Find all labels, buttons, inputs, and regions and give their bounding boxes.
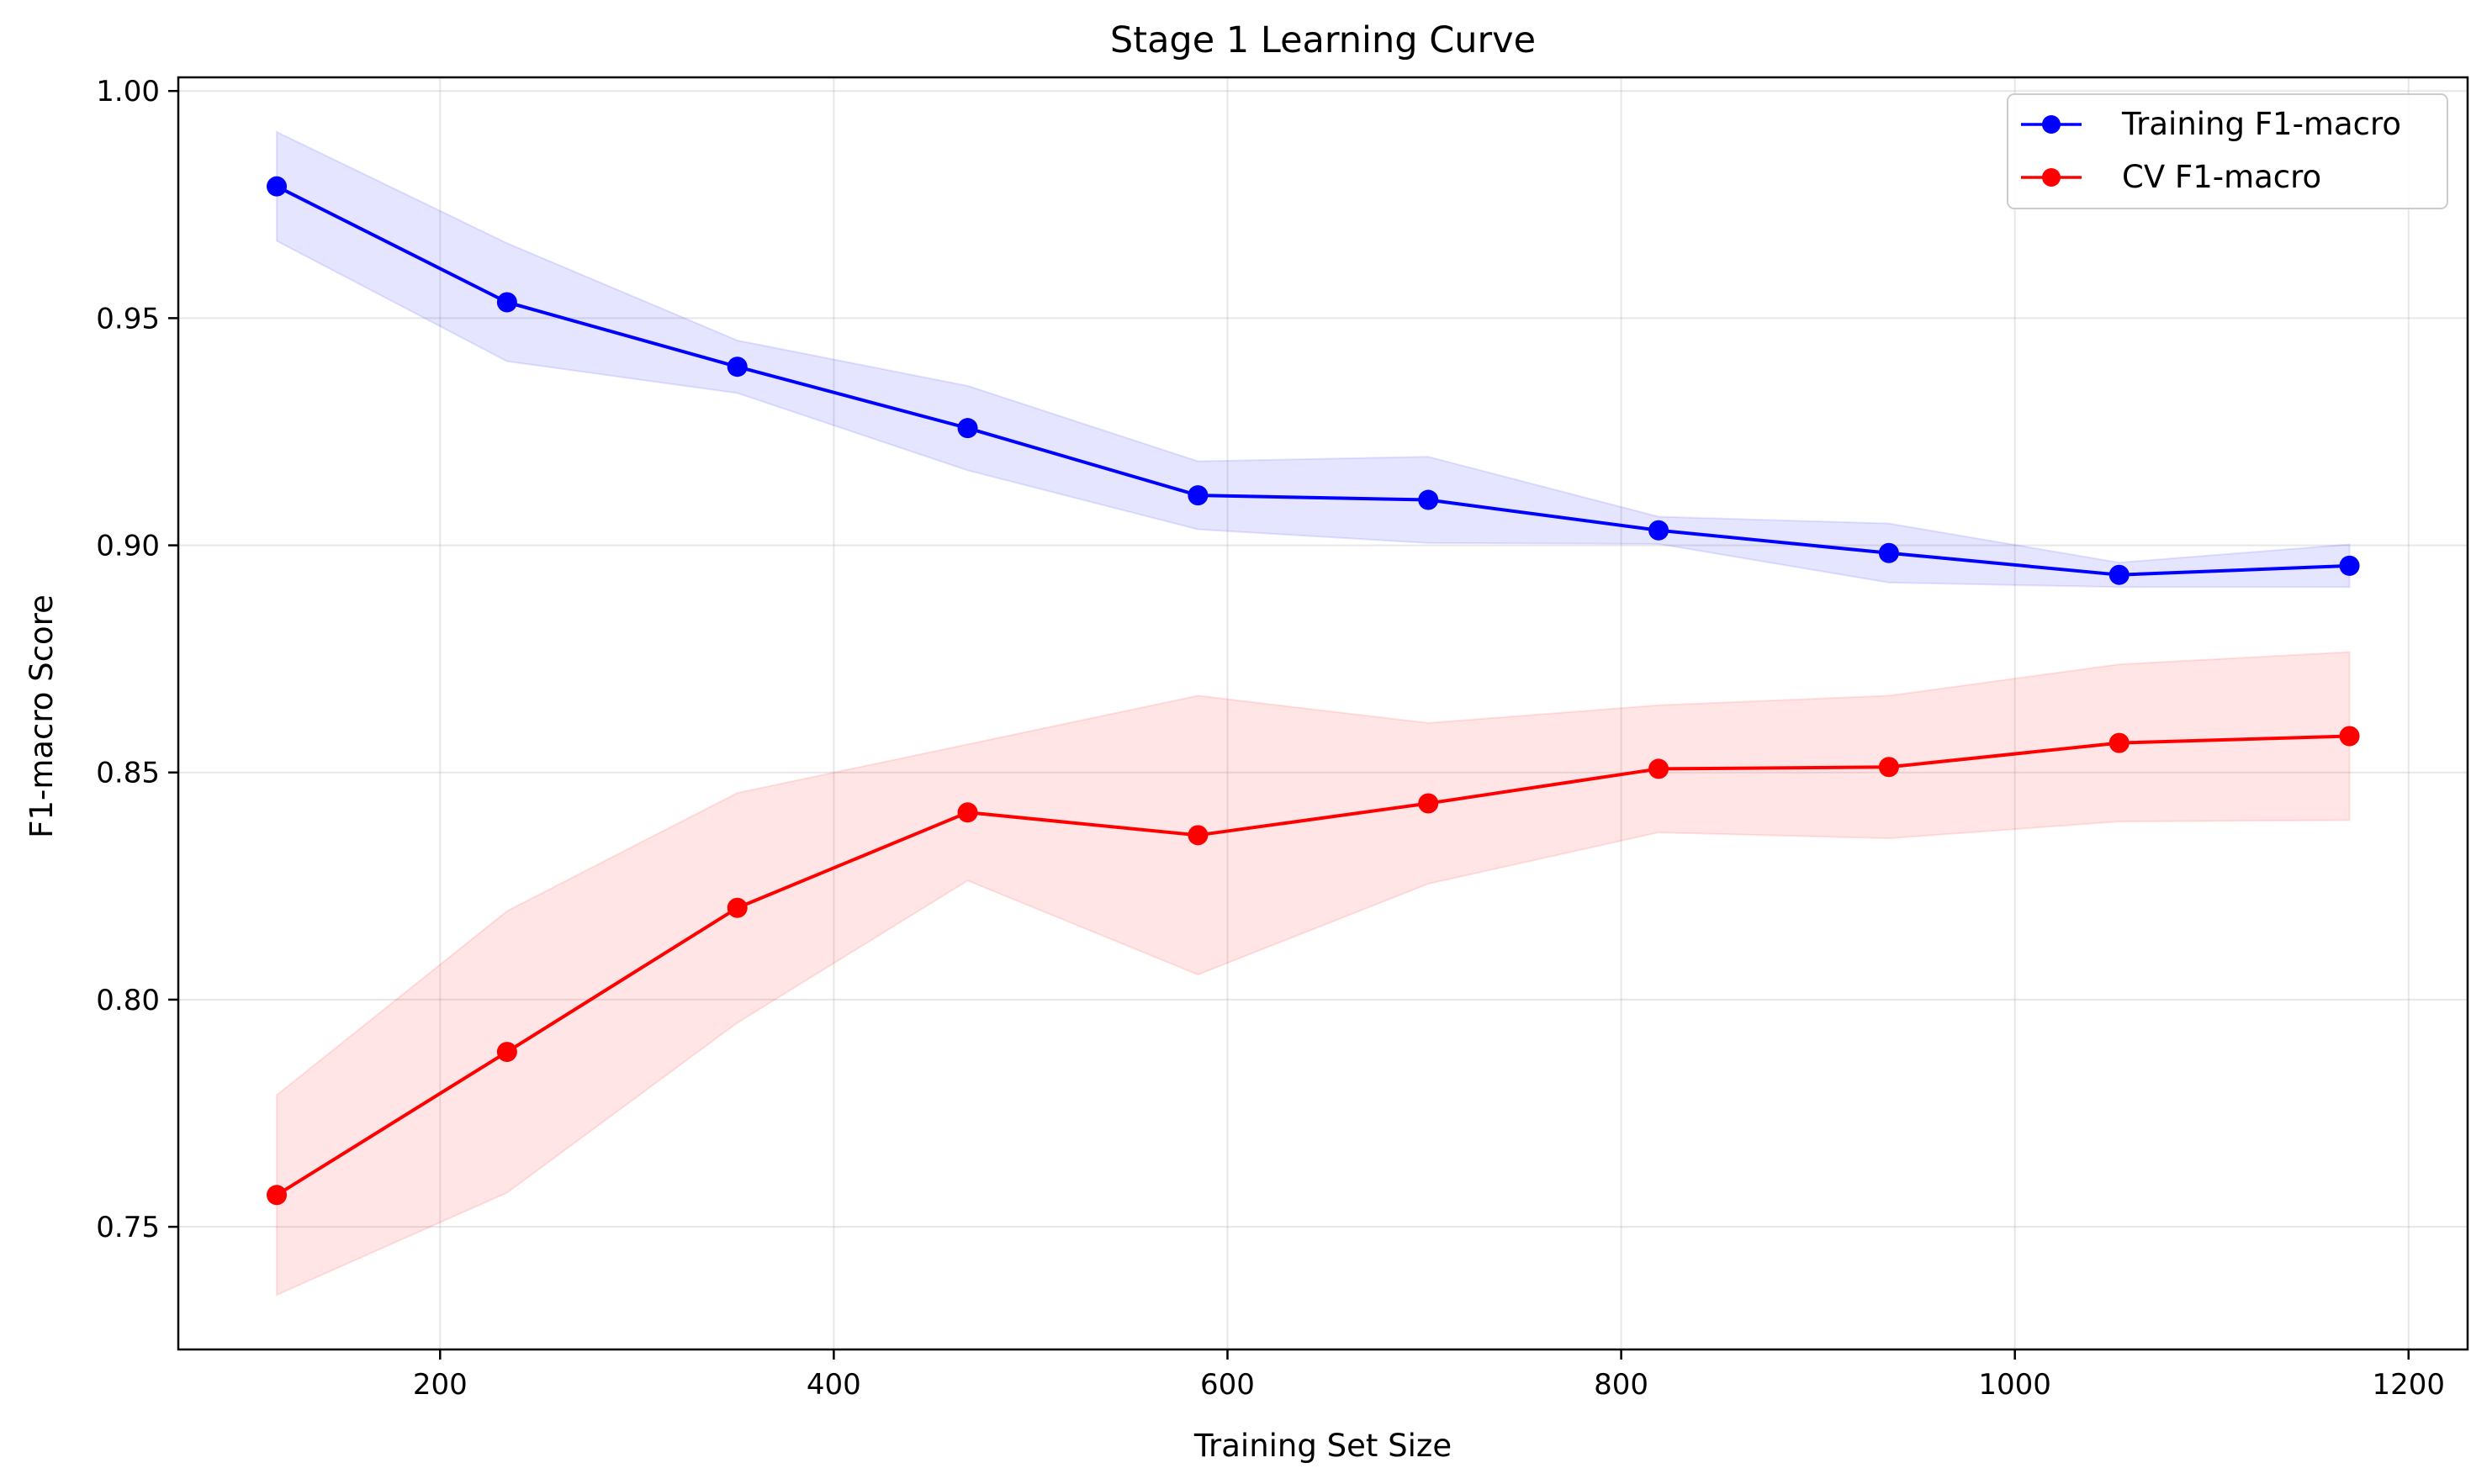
y-tick-label: 0.80: [96, 984, 160, 1017]
cv-series-line: [275, 734, 2350, 1196]
legend-swatch-cv-marker: [2042, 168, 2061, 187]
training-data-point: [496, 292, 517, 313]
cv-data-point: [1418, 793, 1439, 814]
x-tick-label: 1200: [2373, 1368, 2446, 1402]
y-axis-title: F1-macro Score: [24, 594, 60, 838]
legend-label-cv: CV F1-macro: [2122, 159, 2321, 195]
y-tick-label: 1.00: [96, 75, 160, 108]
cv-data-point: [1878, 757, 1899, 778]
grid-lines: [178, 77, 2468, 1349]
legend-entry-training: Training F1-macro: [2021, 106, 2401, 142]
legend: Training F1-macro CV F1-macro: [2007, 93, 2448, 209]
training-data-point: [1878, 542, 1899, 563]
y-tick-label: 0.75: [96, 1211, 160, 1244]
y-tick-label: 0.85: [96, 757, 160, 790]
cv-data-point: [2339, 726, 2360, 747]
legend-swatch-training-marker: [2042, 115, 2061, 134]
training-data-point: [957, 418, 978, 439]
training-data-point: [1188, 485, 1209, 506]
cv-std-band: [276, 651, 2351, 1297]
cv-data-point: [727, 897, 748, 918]
training-data-point: [2108, 564, 2130, 585]
training-data-point: [1648, 520, 1669, 541]
cv-data-point: [1648, 758, 1669, 779]
plot-frame: [177, 76, 2469, 1351]
cv-data-point: [267, 1185, 288, 1206]
x-tick-label: 800: [1594, 1368, 1648, 1402]
chart-title: Stage 1 Learning Curve: [1110, 19, 1536, 61]
y-tick-label: 0.95: [96, 302, 160, 335]
y-tick-label: 0.90: [96, 530, 160, 563]
legend-box: [2007, 93, 2448, 209]
x-tick-label: 1000: [1978, 1368, 2051, 1402]
series-points: [267, 176, 2360, 1206]
legend-label-training: Training F1-macro: [2121, 106, 2401, 142]
x-tick-label: 600: [1200, 1368, 1255, 1402]
training-data-point: [1418, 489, 1439, 510]
training-data-point: [727, 356, 748, 378]
training-data-point: [267, 176, 288, 197]
cv-data-point: [2108, 732, 2130, 753]
x-tick-label: 200: [413, 1368, 468, 1402]
series-lines: [275, 184, 2350, 1196]
training-data-point: [2339, 555, 2360, 576]
cv-data-point: [496, 1042, 517, 1063]
x-axis-title: Training Set Size: [1193, 1428, 1452, 1464]
legend-entry-cv: CV F1-macro: [2021, 159, 2321, 195]
cv-data-point: [957, 802, 978, 823]
cv-data-point: [1188, 825, 1209, 846]
x-tick-label: 400: [807, 1368, 861, 1402]
training-series-line: [276, 184, 2350, 577]
axis-ticks: 200 400 600 800 1000 1200 0.75 0.80 0.85 0.90 0.95…: [96, 75, 2445, 1402]
